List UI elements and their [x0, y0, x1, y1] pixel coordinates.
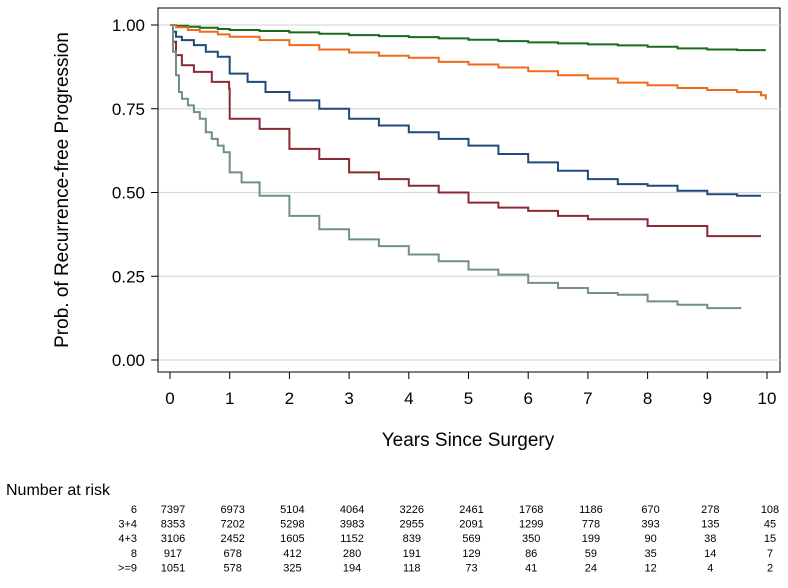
risk-cell: 2955 — [400, 519, 424, 531]
risk-cell: 5298 — [280, 519, 304, 531]
risk-cell: 129 — [462, 548, 480, 560]
y-tick-label: 0.50 — [112, 184, 145, 203]
x-tick-label: 3 — [344, 389, 353, 408]
risk-cell: 278 — [701, 504, 719, 516]
x-axis-title: Years Since Surgery — [382, 430, 555, 451]
risk-cell: 5104 — [280, 504, 304, 516]
series-line-4-3 — [170, 24, 761, 197]
risk-cell: 191 — [403, 548, 421, 560]
y-tick-label: 0.25 — [112, 267, 145, 286]
risk-cell: 1152 — [340, 533, 364, 545]
risk-cell: 412 — [283, 548, 301, 560]
axes: 0.00 0.25 0.50 0.75 1.00 0 1 2 3 4 5 6 7 8 9 10 — [112, 8, 780, 408]
risk-cell: 12 — [644, 562, 656, 574]
y-tick-label: 1.00 — [112, 16, 145, 35]
y-tick-label: 0.00 — [112, 351, 145, 370]
risk-cell: 2461 — [459, 504, 483, 516]
risk-cell: 194 — [343, 562, 361, 574]
risk-cell: 135 — [701, 519, 719, 531]
risk-cell: 38 — [704, 533, 716, 545]
risk-cell: 280 — [343, 548, 361, 560]
risk-cell: 15 — [764, 533, 776, 545]
risk-cell: 1299 — [519, 519, 543, 531]
risk-cell: 2091 — [459, 519, 483, 531]
risk-row-label: 3+4 — [118, 519, 137, 531]
risk-cell: 86 — [525, 548, 537, 560]
series-line-6 — [170, 24, 766, 52]
risk-cell: 678 — [224, 548, 242, 560]
risk-row-label: 4+3 — [118, 533, 137, 545]
x-tick-label: 0 — [165, 389, 174, 408]
risk-cell: 73 — [465, 562, 477, 574]
risk-cell: 7 — [767, 548, 773, 560]
risk-cell: 59 — [585, 548, 597, 560]
risk-cell: 569 — [462, 533, 480, 545]
risk-cell: 1768 — [519, 504, 543, 516]
risk-cell: 778 — [582, 519, 600, 531]
x-tick-label: 9 — [703, 389, 712, 408]
risk-cell: 35 — [644, 548, 656, 560]
risk-cell: 350 — [522, 533, 540, 545]
x-tick-label: 6 — [523, 389, 532, 408]
risk-row-label: 6 — [131, 504, 137, 516]
risk-cell: 578 — [224, 562, 242, 574]
risk-row-label: 8 — [131, 548, 137, 560]
risk-cell: 839 — [403, 533, 421, 545]
risk-cell: 14 — [704, 548, 716, 560]
x-tick-label: 10 — [758, 389, 777, 408]
risk-cell: 670 — [641, 504, 659, 516]
series-line-8 — [170, 24, 761, 238]
risk-cell: 118 — [403, 562, 421, 574]
risk-cell: 1186 — [579, 504, 603, 516]
x-tick-label: 2 — [285, 389, 294, 408]
plot-frame — [157, 7, 781, 373]
x-tick-label: 4 — [404, 389, 413, 408]
risk-cell: 8353 — [161, 519, 185, 531]
risk-cell: 2452 — [220, 533, 244, 545]
risk-cell: 1051 — [161, 562, 185, 574]
series-lines — [170, 24, 767, 310]
y-axis-title: Prob. of Recurrence-free Progression — [52, 32, 73, 348]
risk-cell: 917 — [164, 548, 182, 560]
risk-cell: 3106 — [161, 533, 185, 545]
risk-row-label: >=9 — [118, 562, 137, 574]
risk-cell: 325 — [283, 562, 301, 574]
y-tick-label: 0.75 — [112, 100, 145, 119]
risk-cell: 24 — [585, 562, 597, 574]
gridlines — [158, 24, 780, 361]
risk-cell: 6973 — [220, 504, 244, 516]
risk-table: 6 7397 6973 5104 4064 3226 2461 1768 1186 670 278 1… — [118, 504, 779, 574]
risk-cell: 90 — [644, 533, 656, 545]
risk-cell: 7202 — [220, 519, 244, 531]
risk-cell: 393 — [641, 519, 659, 531]
risk-cell: 4 — [707, 562, 713, 574]
risk-cell: 108 — [761, 504, 779, 516]
risk-cell: 2 — [767, 562, 773, 574]
risk-cell: 45 — [764, 519, 776, 531]
risk-cell: 41 — [525, 562, 537, 574]
x-tick-label: 1 — [225, 389, 234, 408]
risk-cell: 4064 — [340, 504, 364, 516]
x-tick-label: 5 — [464, 389, 473, 408]
series-line--9 — [170, 24, 742, 310]
x-tick-label: 7 — [583, 389, 592, 408]
risk-cell: 199 — [582, 533, 600, 545]
risk-cell: 7397 — [161, 504, 185, 516]
x-tick-label: 8 — [643, 389, 652, 408]
risk-cell: 3226 — [400, 504, 424, 516]
risk-table-title: Number at risk — [6, 482, 111, 499]
risk-cell: 3983 — [340, 519, 364, 531]
series-line-3-4 — [170, 24, 767, 100]
risk-cell: 1605 — [280, 533, 304, 545]
